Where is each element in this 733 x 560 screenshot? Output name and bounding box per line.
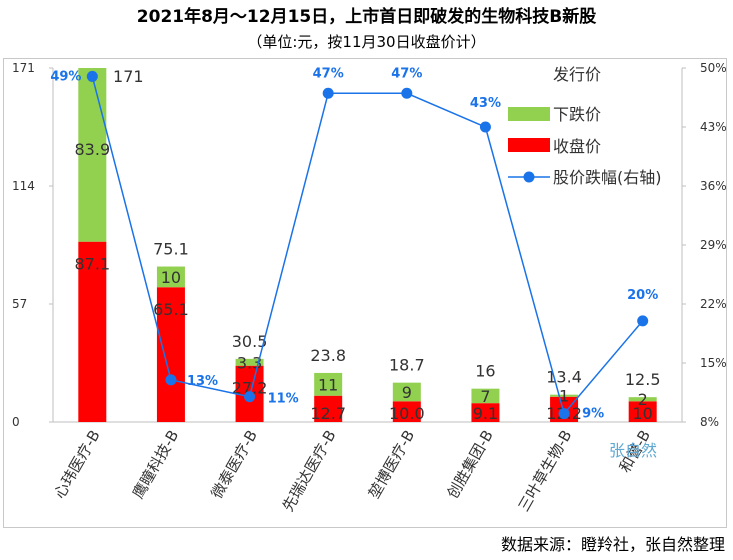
chart-title: 2021年8月～12月15日，上市首日即破发的生物科技B新股 — [136, 7, 597, 27]
ipo-price-label: 12.5 — [625, 370, 661, 389]
legend-title: 发行价 — [553, 65, 601, 84]
bar-drop-price — [628, 397, 657, 402]
category-label: 鹰瞳科技-B — [129, 427, 182, 502]
legend-label-line: 股价跌幅(右轴) — [553, 168, 662, 187]
y-right-tick-label: 15% — [700, 356, 727, 370]
ipo-price-label: 171 — [113, 67, 144, 86]
drawdown-label: 47% — [313, 66, 344, 81]
drop-price-label: 2 — [638, 390, 648, 409]
y-left-tick-label: 57 — [12, 297, 27, 311]
bar-drop-price — [471, 388, 500, 404]
bar-drop-price — [78, 68, 107, 242]
drawdown-point — [165, 374, 177, 386]
drawdown-point — [558, 408, 570, 420]
drop-price-label: 11 — [318, 375, 338, 394]
bar-drop-price — [550, 394, 579, 397]
y-right-tick-label: 43% — [700, 120, 727, 134]
y-left-tick-label: 0 — [12, 415, 20, 429]
category-label: 堃博医疗-B — [365, 427, 418, 502]
legend-label-close: 收盘价 — [553, 137, 601, 156]
bar-close-price — [628, 401, 657, 422]
ipo-price-label: 23.8 — [310, 346, 346, 365]
drop-price-label: 7 — [480, 387, 490, 406]
drop-price-label: 1 — [559, 387, 569, 406]
category-label: 创胜集团-B — [443, 427, 496, 502]
bar-drop-price — [235, 358, 264, 366]
y-right-tick-label: 22% — [700, 297, 727, 311]
drawdown-label: 20% — [627, 288, 658, 303]
ipo-price-label: 75.1 — [153, 240, 189, 259]
drawdown-point — [244, 391, 256, 403]
bar-drop-price — [156, 266, 185, 288]
category-label: 三叶草生物-B — [515, 427, 576, 515]
close-price-label: 87.1 — [75, 255, 111, 274]
close-price-label: 9.1 — [473, 404, 498, 423]
drawdown-label: 43% — [470, 96, 501, 111]
bar-close-price — [78, 241, 107, 422]
watermark-text: 张自然 — [609, 441, 657, 460]
drawdown-point — [637, 315, 649, 327]
drop-price-label: 83.9 — [75, 140, 111, 159]
close-price-label: 27.2 — [232, 379, 268, 398]
category-label: 微泰医疗-B — [208, 427, 261, 502]
drawdown-label: 9% — [582, 407, 604, 422]
bar-close-price — [471, 403, 500, 422]
bar-drop-price — [392, 382, 421, 402]
drawdown-label: 47% — [391, 66, 422, 81]
bar-close-price — [314, 395, 343, 422]
chart-subtitle: （单位:元，按11月30日收盘价计） — [247, 33, 486, 51]
drawdown-label: 49% — [50, 69, 81, 84]
data-source: 数据来源：瞪羚社，张自然整理 — [500, 535, 725, 554]
legend-label-drop: 下跌价 — [553, 105, 601, 124]
drawdown-point — [401, 87, 413, 99]
bar-close-price — [156, 287, 185, 422]
drawdown-label: 13% — [187, 374, 218, 389]
y-right-tick-label: 36% — [700, 179, 727, 193]
ipo-price-label: 30.5 — [232, 332, 268, 351]
category-label: 先瑞达医疗-B — [279, 427, 340, 515]
legend-swatch-marker — [523, 171, 535, 183]
drop-price-label: 9 — [402, 383, 412, 402]
ipo-price-label: 18.7 — [389, 356, 425, 375]
drop-price-label: 3.3 — [237, 353, 262, 372]
bar-drop-price — [314, 372, 343, 396]
legend-swatch-drop — [508, 107, 550, 121]
close-price-label: 12.7 — [310, 404, 346, 423]
ipo-price-label: 16 — [475, 362, 495, 381]
drop-price-label: 10 — [161, 268, 181, 287]
y-right-tick-label: 29% — [700, 238, 727, 252]
y-left-tick-label: 171 — [12, 61, 35, 75]
drawdown-point — [322, 87, 334, 99]
drawdown-point — [479, 121, 491, 133]
y-left-tick-label: 114 — [12, 179, 35, 193]
bar-close-price — [392, 401, 421, 422]
close-price-label: 10 — [633, 404, 653, 423]
category-label: 心玮医疗-B — [50, 427, 103, 502]
drawdown-line — [91, 76, 644, 416]
chart-frame — [3, 58, 727, 528]
y-right-tick-label: 8% — [700, 415, 719, 429]
close-price-label: 10.0 — [389, 404, 425, 423]
close-price-label: 65.1 — [153, 300, 189, 319]
y-right-tick-label: 50% — [700, 61, 727, 75]
drawdown-point — [86, 70, 98, 82]
legend-swatch-close — [508, 138, 550, 152]
drawdown-label: 11% — [268, 392, 299, 407]
